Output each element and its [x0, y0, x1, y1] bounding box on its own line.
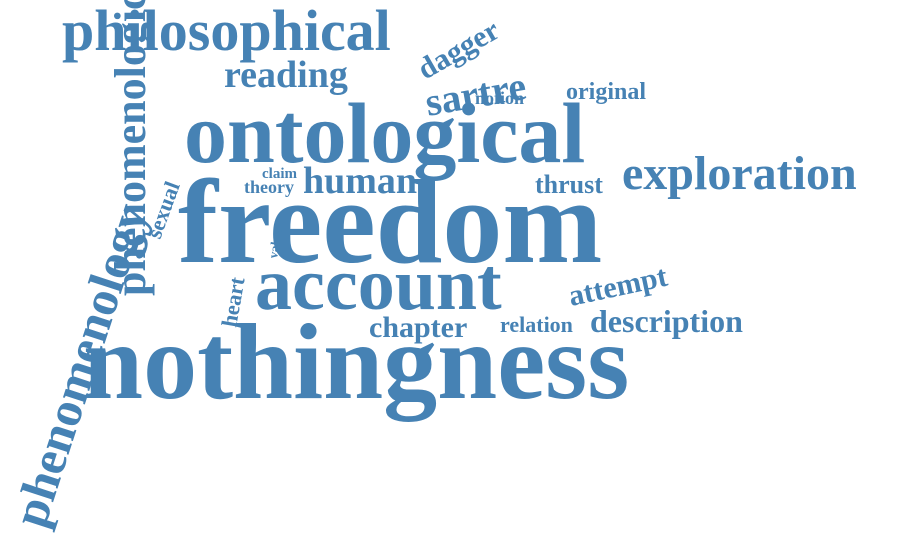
word-cloud-words: philosophical dagger reading sartre noti… — [1, 0, 856, 533]
word-relation: relation — [500, 312, 573, 337]
word-theory: theory — [244, 177, 294, 197]
word-ontological: ontological — [184, 85, 585, 181]
word-philosophical: philosophical — [62, 0, 391, 63]
word-reading: reading — [224, 54, 348, 96]
word-nothingness: nothingness — [83, 303, 629, 422]
word-chapter: chapter — [369, 311, 467, 344]
word-value: value — [265, 228, 285, 260]
word-notion: notion — [475, 88, 524, 108]
word-phenomenological: phenomenological — [106, 0, 155, 296]
word-exploration: exploration — [622, 147, 857, 200]
word-freedom: freedom — [178, 155, 602, 288]
word-human: human — [303, 160, 417, 202]
word-original: original — [566, 79, 646, 105]
word-claim: claim — [262, 166, 297, 182]
word-description: description — [590, 303, 743, 339]
word-thrust: thrust — [535, 170, 603, 199]
word-account: account — [255, 244, 502, 326]
